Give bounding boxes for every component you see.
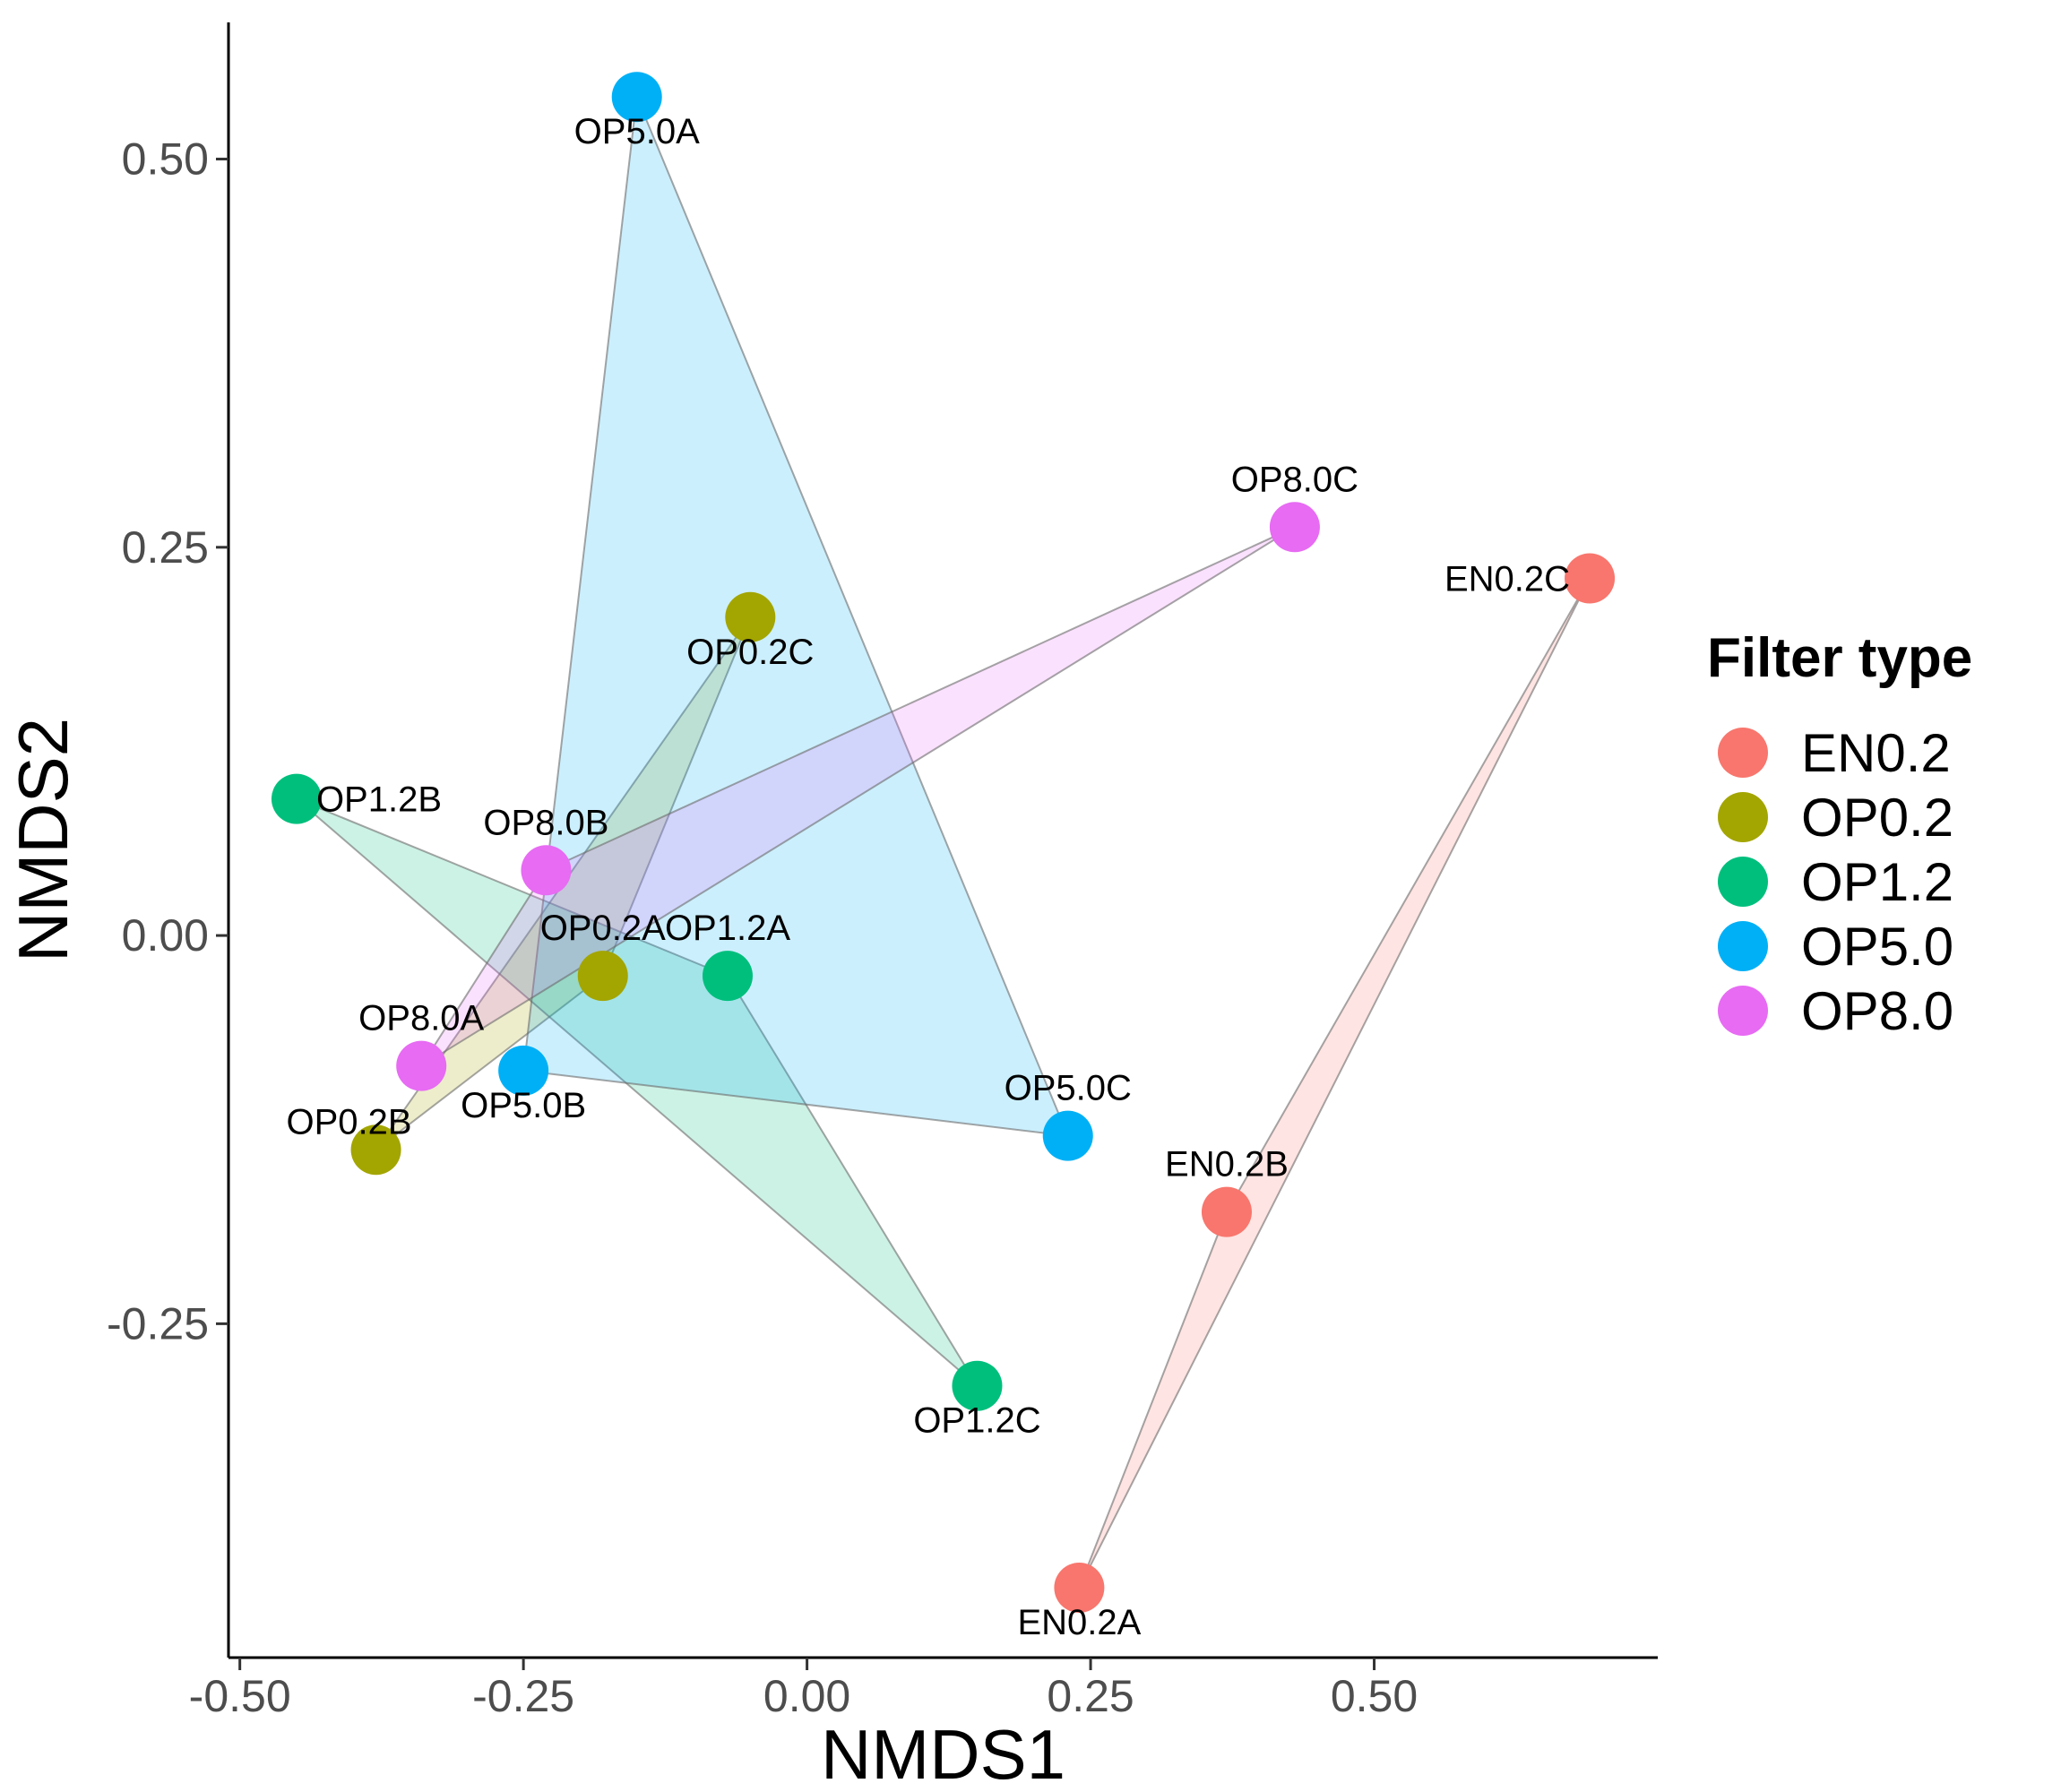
hull-en0-2 <box>1078 578 1591 1589</box>
legend-label-op0-2: OP0.2 <box>1801 788 1953 848</box>
legend-label-op8-0: OP8.0 <box>1801 981 1953 1041</box>
point-op1-2b <box>271 773 322 824</box>
point-op5-0b <box>498 1045 549 1096</box>
point-op1-2a <box>702 951 753 1002</box>
x-tick-label: 0.00 <box>763 1671 850 1721</box>
point-label-op5-0c: OP5.0C <box>1005 1069 1132 1108</box>
point-label-op8-0c: OP8.0C <box>1231 460 1358 499</box>
point-label-op8-0b: OP8.0B <box>483 803 608 842</box>
point-op0-2b <box>350 1124 401 1176</box>
legend-label-op5-0: OP5.0 <box>1801 917 1953 977</box>
point-label-en0-2c: EN0.2C <box>1444 559 1570 599</box>
point-op5-0a <box>611 72 662 123</box>
hull-op8-0 <box>420 526 1296 1067</box>
legend-key-op0-2 <box>1718 792 1768 842</box>
point-op8-0a <box>396 1040 447 1091</box>
point-label-op8-0a: OP8.0A <box>358 999 484 1038</box>
y-tick-label: 0.25 <box>122 522 209 573</box>
group-hulls <box>296 93 1591 1589</box>
point-label-op0-2c: OP0.2C <box>686 633 814 672</box>
hull-op1-2 <box>296 797 979 1387</box>
point-label-op0-2b: OP0.2B <box>287 1102 412 1142</box>
point-op0-2c <box>725 591 776 642</box>
point-op5-0c <box>1042 1110 1093 1161</box>
legend-key-en0-2 <box>1718 728 1768 778</box>
legend-key-op8-0 <box>1718 986 1768 1036</box>
legend-label-en0-2: EN0.2 <box>1801 723 1951 783</box>
point-label-en0-2b: EN0.2B <box>1165 1145 1289 1185</box>
x-axis-title: NMDS1 <box>821 1715 1065 1792</box>
data-point-labels: EN0.2A EN0.2B EN0.2C OP0.2A OP0.2B OP0.2C OP1.… <box>287 112 1571 1642</box>
point-label-op5-0b: OP5.0B <box>461 1086 586 1125</box>
point-en0-2b <box>1201 1186 1252 1237</box>
legend-title: Filter type <box>1707 627 1972 689</box>
point-label-op1-2c: OP1.2C <box>913 1401 1040 1441</box>
legend-key-op5-0 <box>1718 921 1768 971</box>
legend-label-op1-2: OP1.2 <box>1801 852 1953 912</box>
x-tick-label: -0.50 <box>189 1671 291 1721</box>
y-tick-label: 0.00 <box>122 910 209 961</box>
point-label-op1-2a: OP1.2A <box>665 909 790 948</box>
data-points <box>271 72 1616 1614</box>
y-tick-label: 0.50 <box>122 134 209 185</box>
point-en0-2c <box>1565 553 1616 604</box>
point-op1-2c <box>952 1360 1003 1411</box>
point-label-en0-2a: EN0.2A <box>1017 1603 1141 1642</box>
point-en0-2a <box>1054 1563 1105 1614</box>
point-op0-2a <box>577 951 628 1002</box>
x-axis-ticks: -0.50 -0.25 0.00 0.25 0.50 <box>189 1658 1418 1721</box>
point-label-op5-0a: OP5.0A <box>574 112 700 151</box>
legend-key-op1-2 <box>1718 857 1768 907</box>
point-op8-0b <box>521 845 572 896</box>
y-axis-ticks: -0.25 0.00 0.25 0.50 <box>107 134 229 1348</box>
point-label-op0-2a: OP0.2A <box>540 909 666 948</box>
x-tick-label: 0.50 <box>1331 1671 1418 1721</box>
point-label-op1-2b: OP1.2B <box>316 780 442 820</box>
point-op8-0c <box>1269 502 1320 553</box>
x-tick-label: -0.25 <box>472 1671 574 1721</box>
y-axis-title: NMDS2 <box>4 718 82 962</box>
hull-op5-0 <box>522 93 1070 1137</box>
y-tick-label: -0.25 <box>107 1298 209 1348</box>
x-tick-label: 0.25 <box>1047 1671 1134 1721</box>
axes <box>227 22 1658 1659</box>
